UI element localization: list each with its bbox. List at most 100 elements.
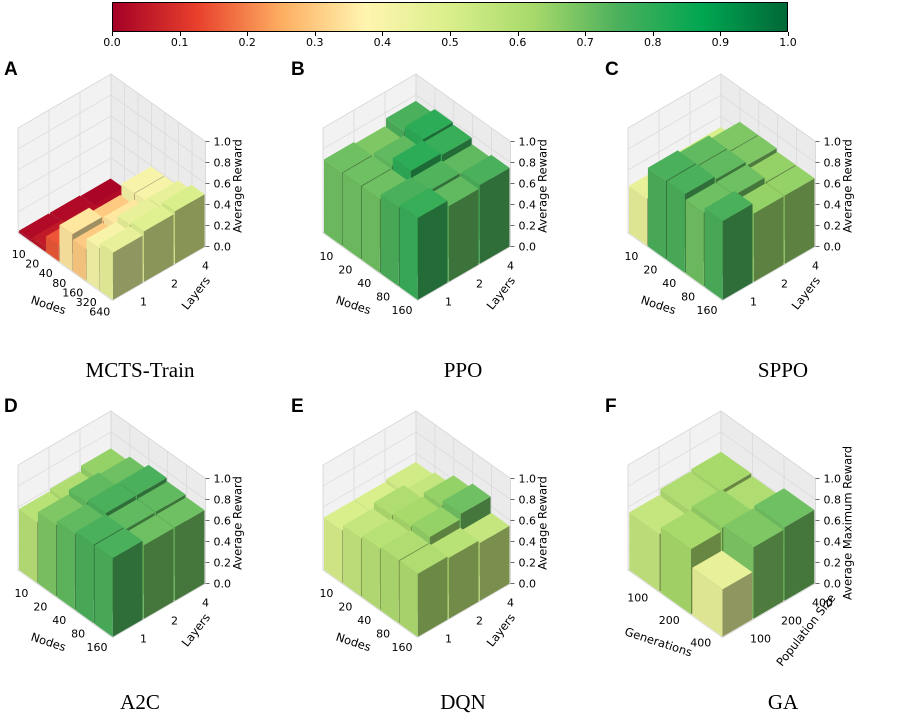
colorbar-tick-label: 0.2 [238, 36, 256, 49]
x-tick-label: 80 [376, 627, 390, 640]
bar-side-front [45, 236, 59, 262]
x-tick-label: 20 [338, 600, 352, 613]
y-axis-label: Layers [484, 611, 518, 650]
colorbar-tick-label: 1.0 [779, 36, 797, 49]
bar-top [99, 456, 148, 487]
colorbar-tick [652, 32, 654, 36]
bar-side-front [37, 512, 56, 597]
bar-top [161, 184, 205, 212]
bar-top [19, 491, 67, 522]
z-tick-label: 0.6 [519, 178, 537, 191]
bar-side-right [722, 572, 753, 637]
bar-top [461, 154, 510, 186]
z-tick-label: 0.2 [519, 557, 537, 570]
bar-side-right [112, 235, 143, 300]
bar-top [685, 182, 734, 213]
bar-side-right [479, 525, 510, 601]
chart-b: 0.0 0.2 0.4 0.6 0.8 1.0 Average Reward 10 20 40 80… [319, 73, 550, 317]
x-axis-label: Nodes [29, 630, 68, 654]
z-tick-label: 1.0 [519, 136, 537, 149]
z-axis: 0.0 0.2 0.4 0.6 0.8 1.0 Average Reward [815, 136, 855, 254]
colorbar-tick [788, 32, 789, 36]
bar-side-right [174, 194, 205, 264]
y-tick-label: 400 [812, 597, 833, 610]
bar-top [86, 221, 130, 249]
y-tick-label: 4 [202, 260, 209, 273]
panel-label: F [605, 396, 617, 417]
bar-top [50, 471, 98, 502]
bar-top [442, 483, 491, 514]
x-tick-label: 20 [25, 257, 39, 270]
bar-side-front [59, 225, 73, 271]
z-tick-label: 0.2 [824, 220, 842, 233]
x-tick-label: 10 [12, 248, 26, 261]
gridline [17, 465, 113, 638]
z-tick-label: 1.0 [214, 136, 232, 149]
bar-side-front [18, 230, 32, 243]
bar-top [56, 504, 105, 535]
x-tick-label: 640 [89, 306, 110, 319]
colorbar-tick-label: 0.6 [508, 36, 527, 49]
panel-c: 0.0 0.2 0.4 0.6 0.8 1.0 Average Reward 10 20 40 80… [605, 55, 910, 380]
z-tick-label: 0.6 [824, 178, 842, 191]
x-tick-label: 80 [71, 627, 85, 640]
bar-side-front [49, 212, 63, 225]
bar-side-front [380, 194, 399, 287]
bar-side-right [784, 178, 815, 264]
x-tick-label: 10 [319, 587, 333, 600]
bar-top [106, 499, 155, 530]
x-tick-label: 100 [627, 591, 648, 604]
y-axis-label: Layers [179, 274, 213, 313]
colorbar-tick [517, 32, 519, 36]
y-tick-label: 4 [202, 597, 209, 610]
bar-top [18, 213, 62, 240]
bar-640-1 [99, 226, 143, 300]
bar-top [666, 163, 715, 195]
y-tick-label: 200 [781, 615, 802, 628]
bar-side-front [56, 521, 75, 610]
bar-side-front [666, 181, 685, 273]
x-tick-label: 10 [624, 250, 638, 263]
bar-side-right [448, 189, 479, 282]
z-axis-label: Average Reward [536, 139, 550, 233]
z-tick-label: 0.4 [214, 536, 232, 549]
bar-side-right [143, 528, 174, 619]
x-tick-label: 10 [319, 250, 333, 263]
gridline [17, 128, 113, 301]
bar-top [87, 482, 136, 514]
x-axis-label: Nodes [334, 630, 373, 654]
bar-top [342, 508, 391, 539]
z-tick-label: 0.4 [824, 536, 842, 549]
bar-top [716, 164, 765, 195]
panel-label: D [4, 396, 18, 417]
panel-label: E [291, 396, 304, 417]
bar-side-right [753, 196, 784, 282]
bar-160-1 [399, 543, 448, 637]
bar-side-front [629, 512, 660, 592]
bar-top [373, 485, 422, 516]
bar-top [399, 187, 448, 218]
colorbar-tick-label: 0.5 [441, 36, 459, 49]
bar-side-right [417, 200, 448, 300]
bar-top [728, 135, 777, 166]
colorbar-ticks: 0.0 0.1 0.2 0.3 0.4 0.5 0.6 0.7 0.8 0.9 1.0 [0, 32, 913, 52]
z-tick-label: 0.0 [824, 578, 842, 591]
x-axis-label: Nodes [334, 293, 373, 317]
bars [18, 166, 205, 300]
x-tick-label: 80 [52, 277, 66, 290]
colorbar-tick-label: 0.8 [644, 36, 662, 49]
bar-top [704, 190, 753, 222]
z-tick-label: 1.0 [214, 473, 232, 486]
bar-top [430, 527, 479, 558]
y-tick-label: 1 [140, 296, 147, 309]
z-tick-label: 0.8 [214, 157, 232, 170]
x-tick-label: 160 [392, 641, 413, 654]
z-tick-label: 0.6 [824, 515, 842, 528]
x-tick-label: 20 [33, 600, 47, 613]
z-axis-label: Average Reward [231, 476, 245, 570]
bar-160-1 [94, 527, 143, 637]
colorbar-tick [247, 32, 249, 36]
caption-a2c: A2C [120, 690, 160, 714]
x-tick-label: 20 [643, 263, 657, 276]
bar-side-right [174, 510, 205, 601]
